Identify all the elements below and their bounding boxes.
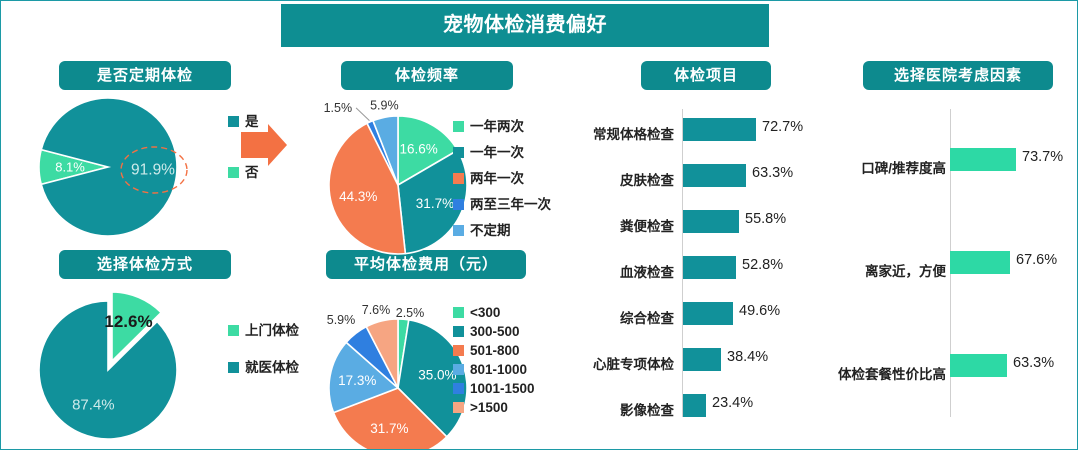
svg-text:16.6%: 16.6%: [399, 142, 437, 157]
svg-text:1.5%: 1.5%: [324, 101, 353, 115]
svg-text:8.1%: 8.1%: [55, 160, 85, 175]
svg-text:87.4%: 87.4%: [72, 397, 115, 414]
svg-text:17.3%: 17.3%: [338, 373, 376, 388]
svg-text:44.3%: 44.3%: [339, 189, 377, 204]
svg-text:35.0%: 35.0%: [418, 368, 456, 383]
svg-text:7.6%: 7.6%: [362, 303, 391, 317]
svg-text:5.9%: 5.9%: [327, 313, 356, 327]
svg-text:31.7%: 31.7%: [416, 196, 454, 211]
svg-text:5.9%: 5.9%: [370, 98, 399, 112]
svg-text:2.5%: 2.5%: [396, 306, 425, 320]
svg-text:91.9%: 91.9%: [131, 162, 175, 179]
svg-text:12.6%: 12.6%: [104, 312, 152, 331]
svg-text:31.7%: 31.7%: [370, 421, 408, 436]
